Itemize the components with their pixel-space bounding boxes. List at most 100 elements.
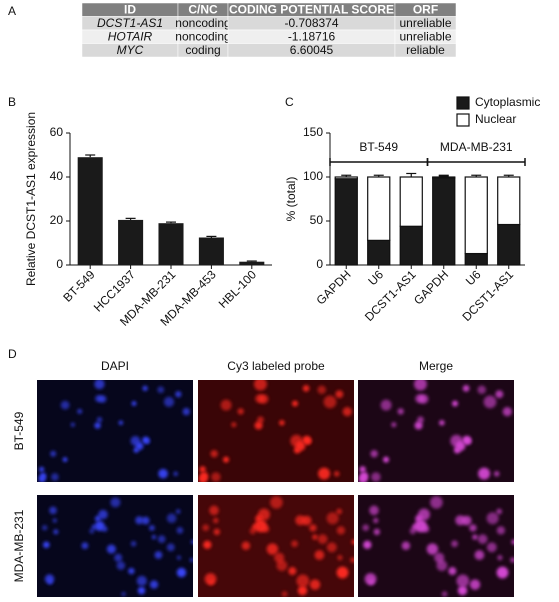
table-text: noncoding <box>175 16 230 30</box>
cell <box>380 399 392 411</box>
cell <box>497 555 503 561</box>
cell <box>358 474 368 482</box>
cell <box>77 408 83 414</box>
cell <box>397 408 404 415</box>
cell <box>302 384 310 392</box>
cell <box>414 421 423 430</box>
table-text: HOTAIR <box>108 29 153 43</box>
micrograph <box>358 495 514 597</box>
y-tick-label: 0 <box>56 257 63 271</box>
y-tick-label: 50 <box>310 213 324 227</box>
cell <box>472 534 478 540</box>
y-tick-label: 40 <box>50 169 64 183</box>
cell <box>49 506 57 515</box>
cell <box>326 512 339 525</box>
cell <box>98 509 108 520</box>
micrograph <box>198 495 354 597</box>
row-label: BT-549 <box>12 411 26 450</box>
table-header-text: ID <box>124 2 136 16</box>
cell <box>110 497 121 508</box>
legend-label: Nuclear <box>475 112 516 126</box>
cell <box>60 400 70 410</box>
table-header-text: C/NC <box>188 2 218 16</box>
cell <box>292 400 298 407</box>
x-tick-label: BT-549 <box>60 267 97 304</box>
bar-segment <box>464 176 488 255</box>
cell <box>241 541 251 550</box>
table-text: MYC <box>117 43 144 57</box>
cell <box>301 515 312 526</box>
micrograph <box>37 380 193 482</box>
cell <box>414 519 428 533</box>
bar <box>158 223 184 265</box>
cell <box>158 468 168 479</box>
cell <box>135 442 144 451</box>
cell <box>52 518 57 523</box>
bar-segment <box>334 176 358 180</box>
micrograph <box>37 495 193 597</box>
cell <box>70 422 75 427</box>
cell <box>502 406 512 417</box>
cell <box>231 422 237 428</box>
cell <box>258 394 269 404</box>
cell <box>309 524 317 532</box>
table-text: unreliable <box>399 29 451 43</box>
cell <box>317 534 328 544</box>
panel-label: C <box>285 95 294 109</box>
cell <box>486 542 497 553</box>
cell <box>98 395 107 403</box>
cell <box>436 560 448 571</box>
legend-label: Cytoplasmic <box>475 95 540 109</box>
cell <box>254 421 263 430</box>
x-tick-label: GAPDH <box>314 267 354 307</box>
cell <box>62 457 68 462</box>
cell <box>148 524 155 531</box>
y-tick-label: 0 <box>316 257 323 271</box>
cell <box>309 579 321 590</box>
bar-segment <box>367 176 391 241</box>
bar-segment <box>464 252 488 266</box>
table-text: coding <box>185 43 220 57</box>
bar-segment <box>399 176 423 227</box>
cell <box>469 579 481 590</box>
cell <box>426 543 439 555</box>
cell <box>96 417 103 423</box>
cell <box>270 496 283 509</box>
x-tick-label: HBL-100 <box>216 267 260 311</box>
cell <box>130 541 137 547</box>
cell <box>94 520 105 532</box>
cell <box>173 471 178 477</box>
group-label: MDA-MB-231 <box>440 140 513 154</box>
cell <box>295 441 306 452</box>
table-text: 6.60045 <box>290 43 334 57</box>
cell <box>176 567 187 578</box>
y-tick-label: 100 <box>303 169 323 183</box>
cell <box>254 519 268 533</box>
cell <box>364 573 377 585</box>
cell <box>451 540 458 548</box>
column-label: Merge <box>419 359 453 373</box>
cell <box>106 544 116 554</box>
cell <box>477 534 488 544</box>
cell <box>297 585 308 596</box>
cell <box>312 534 318 540</box>
cell <box>182 407 191 416</box>
cell <box>418 394 429 404</box>
cell <box>142 385 148 392</box>
cell <box>478 467 491 480</box>
cell <box>461 515 472 526</box>
cell <box>94 515 101 522</box>
cell <box>439 419 445 426</box>
bar <box>198 237 224 265</box>
cell <box>434 552 445 563</box>
image-background <box>37 495 193 597</box>
table-text: unreliable <box>399 16 451 30</box>
image-background <box>358 380 514 482</box>
cell <box>495 390 504 399</box>
row-label: MDA-MB-231 <box>12 509 26 582</box>
cell <box>276 560 288 571</box>
cell <box>391 422 397 428</box>
cell <box>496 566 509 579</box>
y-tick-label: 150 <box>303 125 323 139</box>
